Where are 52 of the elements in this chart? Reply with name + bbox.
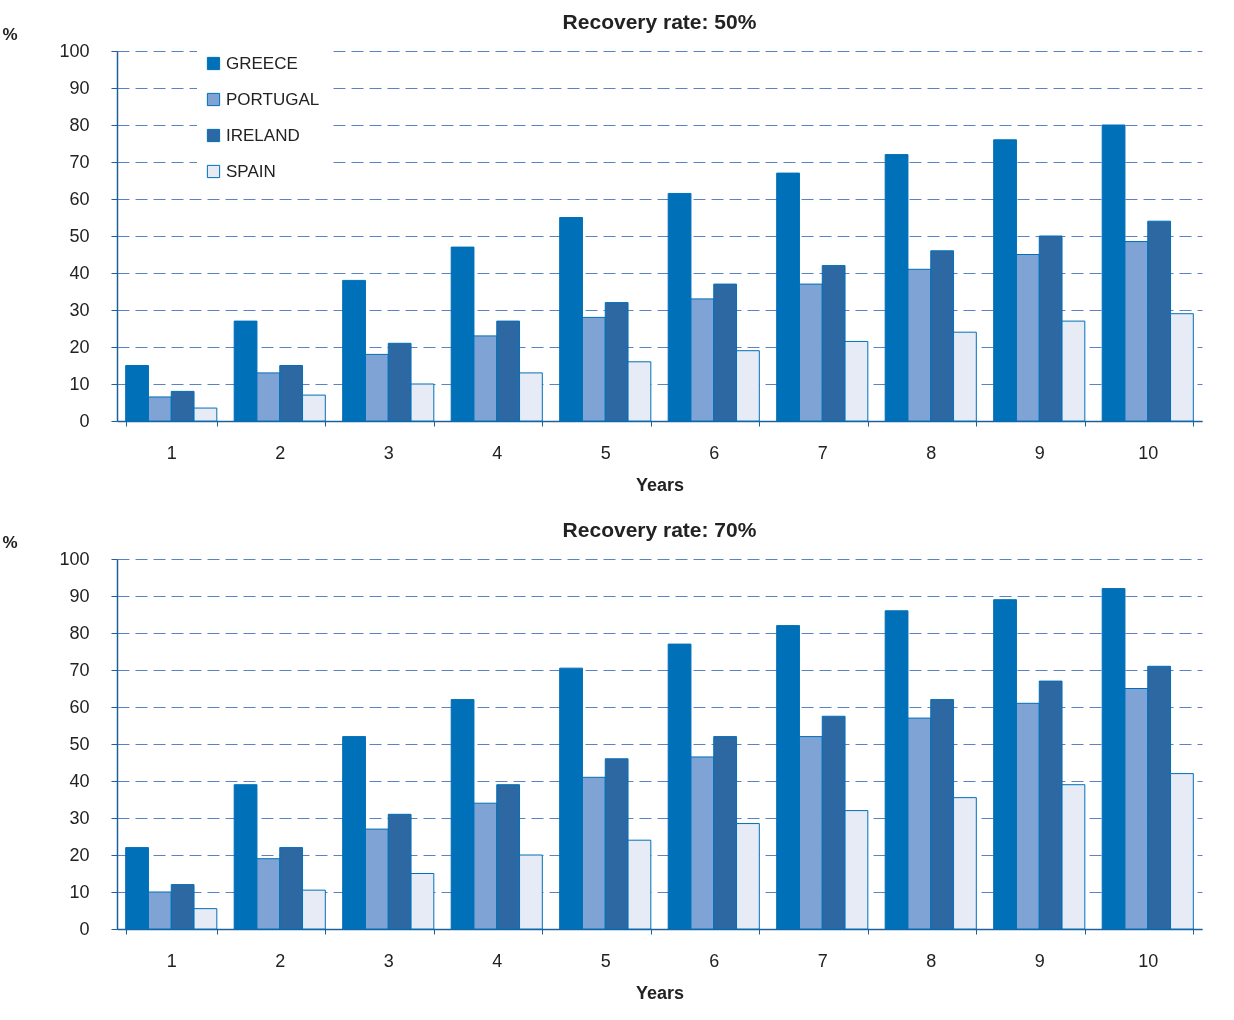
legend-label: GREECE: [226, 53, 298, 73]
y-axis-title: %: [2, 24, 18, 44]
x-tick-label: 6: [709, 950, 720, 971]
y-axis-title: %: [2, 532, 18, 552]
x-tick-label: 8: [926, 442, 937, 463]
y-tick-label: 20: [69, 336, 90, 357]
chart-title: Recovery rate: 50%: [562, 10, 757, 33]
x-tick-label: 10: [1138, 950, 1159, 971]
x-tick-label: 6: [709, 442, 720, 463]
x-tick-label: 7: [817, 950, 828, 971]
x-tick-label: 9: [1034, 950, 1045, 971]
x-tick-label: 5: [600, 950, 611, 971]
y-tick-label: 60: [69, 696, 90, 717]
legend-label: SPAIN: [226, 161, 276, 181]
x-axis-title: Years: [635, 982, 685, 1003]
chart-title: Recovery rate: 70%: [562, 518, 757, 541]
y-tick-label: 90: [69, 77, 90, 98]
x-tick-label: 3: [383, 950, 394, 971]
x-tick-label: 9: [1034, 442, 1045, 463]
x-tick-label: 10: [1138, 442, 1159, 463]
y-tick-label: 50: [69, 733, 90, 754]
x-tick-label: 1: [166, 442, 177, 463]
x-tick-label: 4: [492, 442, 503, 463]
x-tick-label: 4: [492, 950, 503, 971]
y-tick-label: 10: [69, 881, 90, 902]
legend-label: PORTUGAL: [226, 89, 320, 109]
y-tick-label: 0: [79, 918, 90, 939]
legend-label: IRELAND: [226, 125, 300, 145]
x-tick-label: 1: [166, 950, 177, 971]
x-tick-label: 2: [275, 442, 286, 463]
y-tick-label: 100: [59, 40, 90, 61]
x-tick-label: 8: [926, 950, 937, 971]
x-tick-label: 7: [817, 442, 828, 463]
y-tick-label: 40: [69, 770, 90, 791]
y-tick-label: 80: [69, 622, 90, 643]
y-tick-label: 90: [69, 585, 90, 606]
y-tick-label: 0: [79, 410, 90, 431]
y-tick-label: 40: [69, 262, 90, 283]
y-tick-label: 50: [69, 225, 90, 246]
y-tick-label: 80: [69, 114, 90, 135]
y-tick-label: 30: [69, 807, 90, 828]
y-tick-label: 10: [69, 373, 90, 394]
y-tick-label: 20: [69, 844, 90, 865]
x-tick-label: 2: [275, 950, 286, 971]
y-tick-label: 70: [69, 151, 90, 172]
y-tick-label: 30: [69, 299, 90, 320]
y-tick-label: 100: [59, 548, 90, 569]
x-tick-label: 5: [600, 442, 611, 463]
x-tick-label: 3: [383, 442, 394, 463]
x-axis-title: Years: [635, 474, 685, 495]
y-tick-label: 60: [69, 188, 90, 209]
y-tick-label: 70: [69, 659, 90, 680]
